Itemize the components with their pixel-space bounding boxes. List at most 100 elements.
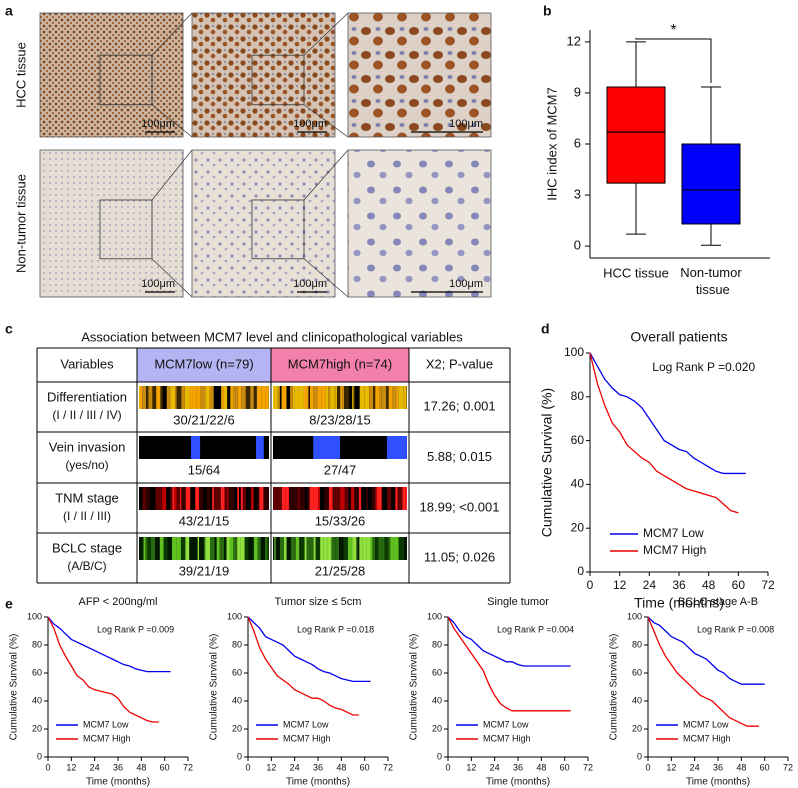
legend-label: MCM7 Low [483,719,529,729]
heatmap-stripe [147,537,151,560]
y-axis-label: Cumulative Survival (%) [609,634,620,741]
heatmap-stripe [381,487,384,510]
heatmap-stripe [404,537,407,560]
heatmap-stripe [254,487,258,510]
heatmap-stripe [329,386,331,409]
heatmap-stripe [205,386,210,409]
x-axis-label: Time (months) [486,777,550,788]
y-tick-label: 80 [32,639,42,649]
heatmap-stripe [254,537,258,560]
y-tick-label: 20 [432,723,442,733]
heatmap-stripe [364,386,370,409]
x-tick-label: 60 [160,763,170,773]
survival-curve [247,616,359,716]
x-tick-label: 48 [336,763,346,773]
heatmap-stripe [361,487,366,510]
x-tick-label: 60 [360,763,370,773]
heatmap-stripe [349,386,353,409]
x-tick-label: 24 [290,763,300,773]
y-tick-label: 60 [432,667,442,677]
heatmap-stripe [279,386,282,409]
heatmap-stripe [359,386,365,409]
heatmap-stripe [170,386,176,409]
heatmap-stripe [292,386,295,409]
table-title: Association between MCM7 level and clini… [81,329,463,344]
row-label: Vein invasion [49,439,126,454]
heatmap-stripe [303,386,308,409]
legend-label: MCM7 Low [683,719,729,729]
heatmap-stripe [232,487,235,510]
header-label: MCM7low (n=79) [154,356,253,371]
row-sublabel: (A/B/C) [67,559,106,573]
heatmap-stripe [340,487,345,510]
heatmap-stripe [228,487,233,510]
heatmap-stripe [145,537,148,560]
heatmap-stripe [284,537,287,560]
y-axis-label: Cumulative Survival (%) [9,634,20,741]
y-tick-label: 20 [232,723,242,733]
heatmap-stripe [372,537,376,560]
heatmap-stripe [347,537,353,560]
heatmap-stripe [358,487,362,510]
scale-bar-label: 100μm [141,278,175,290]
heatmap-stripe [142,537,144,560]
heatmap-stripe [221,537,225,560]
heatmap-stripe [318,487,321,510]
heatmap-stripe [176,537,181,560]
heatmap-stripe [315,537,321,560]
y-tick-label: 80 [232,639,242,649]
heatmap-stripe [378,537,382,560]
legend-label: MCM7 High [683,733,731,743]
y-tick-label: 0 [574,238,581,253]
heatmap-stripe [216,537,220,560]
zoom-box [99,54,153,106]
heatmap-stripe [313,436,340,459]
heatmap-stripe [309,487,314,510]
heatmap-stripe [352,537,357,560]
heatmap-stripe [251,487,254,510]
heatmap-stripe [197,386,201,409]
x-axis-label: Time (months) [286,777,350,788]
heatmap-stripe [335,487,341,510]
heatmap-stripe [149,487,153,510]
count-label: 8/23/28/15 [309,412,370,427]
heatmap-stripe [224,487,228,510]
y-tick-label: 9 [574,84,581,99]
heatmap-stripe [193,537,198,560]
x-tick-label: Non-tumor tissue [680,265,742,297]
x-tick-label: 72 [583,763,593,773]
heatmap-stripe [145,487,150,510]
row-label: Non-tumor tissue [13,174,28,273]
y-tick-label: 60 [32,667,42,677]
annotation: Log Rank P =0.004 [497,624,574,634]
y-tick-label: 40 [632,695,642,705]
y-tick-label: 100 [564,345,584,359]
heatmap-stripe [344,487,349,510]
heatmap-stripe [285,487,289,510]
heatmap-stripe [167,537,172,560]
heatmap-stripe [155,487,160,510]
heatmap-stripe [230,386,233,409]
survival-curve [647,616,765,685]
x-tick-label: 12 [466,763,476,773]
y-tick-label: 60 [232,667,242,677]
heatmap-stripe [375,537,379,560]
heatmap-stripe [366,537,371,560]
heatmap-stripe [371,487,376,510]
x-tick-label: 24 [490,763,500,773]
heatmap-stripe [152,487,156,510]
heatmap-stripe [391,487,396,510]
x-tick-label: 12 [266,763,276,773]
heatmap-stripe [210,487,213,510]
heatmap-stripe [290,537,296,560]
heatmap-stripe [253,487,255,510]
panel-label: c [5,321,13,337]
heatmap-stripe [142,386,147,409]
heatmap-stripe [257,537,261,560]
y-tick-label: 0 [637,751,642,761]
row-sublabel: (I / II / III / IV) [52,408,121,422]
heatmap-stripe [159,487,163,510]
heatmap-stripe [170,487,173,510]
micrograph [347,12,492,138]
